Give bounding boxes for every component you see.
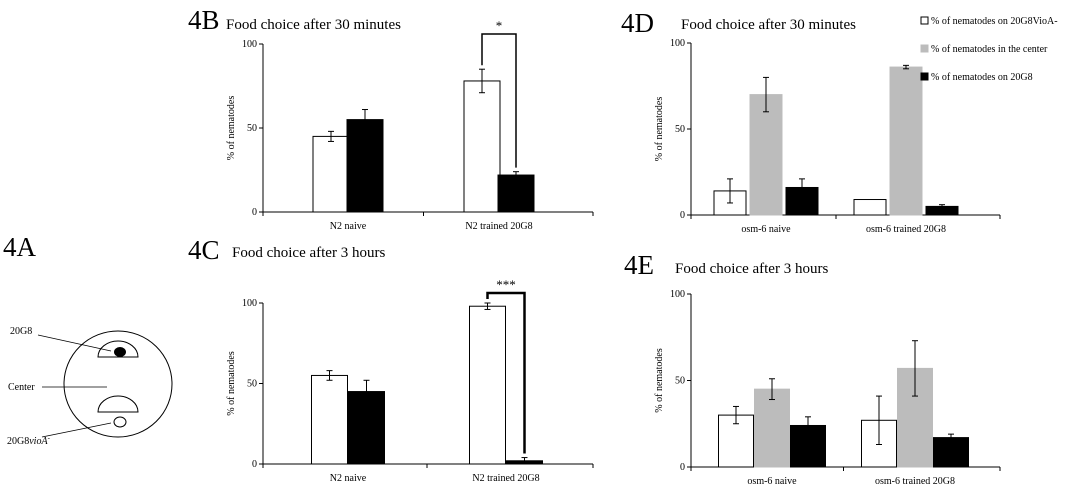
bar bbox=[311, 374, 348, 465]
panel-label-4c: 4C bbox=[188, 235, 220, 265]
significance-bracket bbox=[481, 33, 517, 168]
pointer-20g8-vioa bbox=[41, 422, 112, 438]
panel-label-4a: 4A bbox=[3, 232, 37, 262]
x-tick-label: osm-6 naive bbox=[747, 476, 797, 487]
bar bbox=[469, 305, 506, 465]
chart-4d-legend: % of nematodes on 20G8VioA- % of nematode… bbox=[920, 16, 1058, 83]
panel-4c-title: Food choice after 3 hours bbox=[232, 245, 385, 261]
x-tick-label: N2 naive bbox=[330, 473, 367, 484]
panel-label-4b: 4B bbox=[188, 5, 220, 35]
significance-bracket bbox=[486, 291, 526, 454]
top-food-spot bbox=[114, 347, 126, 357]
chart-4b: 0 50 100 % of nematodes N2 naive N2 trained 2… bbox=[226, 18, 594, 232]
significance-label: *** bbox=[496, 277, 516, 292]
bar bbox=[463, 80, 501, 213]
legend-label: % of nematodes in the center bbox=[931, 44, 1048, 55]
y-tick-label: 50 bbox=[247, 379, 257, 390]
bottom-food-patch bbox=[97, 395, 139, 413]
y-axis-label: % of nematodes bbox=[654, 348, 665, 413]
label-20g8-vioa: 20G8vioA- bbox=[7, 434, 51, 447]
x-tick-label: N2 trained 20G8 bbox=[465, 221, 532, 232]
bar bbox=[853, 199, 887, 216]
x-tick-label: osm-6 naive bbox=[741, 224, 791, 235]
y-tick-label: 50 bbox=[675, 124, 685, 135]
panel-4d: 4D Food choice after 30 minutes 0 50 100 % … bbox=[621, 8, 1058, 235]
y-tick-label: 50 bbox=[675, 376, 685, 387]
y-tick-label: 0 bbox=[680, 462, 685, 473]
panel-4a: 4A 20G8 Center 20G8vioA- bbox=[3, 232, 173, 447]
label-20g8: 20G8 bbox=[10, 326, 32, 337]
bar bbox=[749, 94, 783, 216]
panel-4e: 4E Food choice after 3 hours 0 50 100 % of … bbox=[624, 250, 1001, 487]
label-center: Center bbox=[8, 382, 35, 393]
panel-4b-title: Food choice after 30 minutes bbox=[226, 17, 401, 33]
y-tick-label: 0 bbox=[252, 207, 257, 218]
panel-4b: 4B Food choice after 30 minutes 0 50 100 % … bbox=[188, 5, 594, 232]
x-tick-label: N2 trained 20G8 bbox=[472, 473, 539, 484]
bar bbox=[348, 391, 385, 465]
y-tick-label: 50 bbox=[247, 123, 257, 134]
y-axis-label: % of nematodes bbox=[654, 97, 665, 162]
bar bbox=[312, 135, 350, 213]
y-tick-label: 0 bbox=[680, 210, 685, 221]
panel-4e-title: Food choice after 3 hours bbox=[675, 261, 828, 277]
plate-diagram: 20G8 Center 20G8vioA- bbox=[7, 326, 173, 447]
y-tick-label: 100 bbox=[242, 298, 257, 309]
chart-4d: 0 50 100 % of nematodes osm-6 naive osm-6 tra… bbox=[654, 38, 1001, 235]
top-food-patch bbox=[97, 340, 139, 358]
x-tick-label: N2 naive bbox=[330, 221, 367, 232]
panel-label-4d: 4D bbox=[621, 8, 654, 38]
legend-swatch bbox=[920, 44, 929, 53]
panel-4c: 4C Food choice after 3 hours 0 50 100 % of … bbox=[188, 235, 594, 484]
chart-4e: 0 50 100 % of nematodes osm-6 naive osm-6 tra… bbox=[654, 289, 1001, 487]
plate-outline bbox=[63, 330, 173, 438]
legend-label: % of nematodes on 20G8 bbox=[931, 72, 1033, 83]
bar bbox=[346, 119, 384, 213]
bar bbox=[889, 66, 923, 216]
y-axis-label: % of nematodes bbox=[226, 351, 237, 416]
x-tick-label: osm-6 trained 20G8 bbox=[875, 476, 955, 487]
panel-label-4e: 4E bbox=[624, 250, 654, 280]
chart-4c: 0 50 100 % of nematodes N2 naive N2 trained 2… bbox=[226, 277, 594, 484]
legend-swatch bbox=[920, 72, 929, 81]
pointer-20g8 bbox=[37, 334, 112, 352]
y-tick-label: 100 bbox=[242, 39, 257, 50]
bar bbox=[754, 388, 790, 468]
bottom-food-spot bbox=[113, 416, 127, 428]
x-tick-label: osm-6 trained 20G8 bbox=[866, 224, 946, 235]
y-tick-label: 0 bbox=[252, 459, 257, 470]
bar bbox=[933, 437, 969, 468]
panel-4d-title: Food choice after 30 minutes bbox=[681, 17, 856, 33]
significance-label: * bbox=[496, 18, 503, 33]
bar bbox=[497, 174, 535, 213]
legend-swatch bbox=[920, 16, 929, 25]
y-tick-label: 100 bbox=[670, 38, 685, 49]
legend-label: % of nematodes on 20G8VioA- bbox=[931, 16, 1058, 27]
y-axis-label: % of nematodes bbox=[226, 96, 237, 161]
y-tick-label: 100 bbox=[670, 289, 685, 300]
